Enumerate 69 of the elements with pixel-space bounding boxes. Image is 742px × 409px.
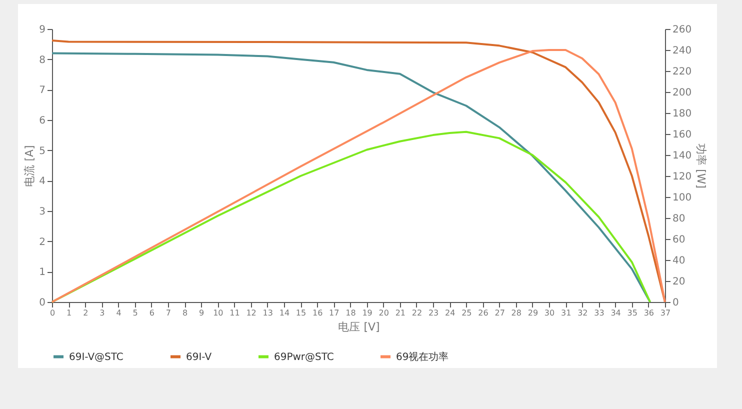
legend-label: 69视在功率: [396, 350, 449, 363]
x-tick-label: 17: [329, 308, 340, 318]
x-tick-label: 21: [395, 308, 406, 318]
x-tick-label: 18: [346, 308, 356, 318]
y-tick-label: 8: [39, 54, 46, 66]
x-tick-label: 15: [296, 308, 306, 318]
y2-tick-label: 120: [672, 172, 692, 182]
x-tick-label: 19: [362, 308, 372, 318]
legend-label: 69I-V@STC: [69, 352, 124, 363]
x-tick-label: 9: [199, 308, 204, 318]
y2-tick-label: 200: [672, 88, 692, 98]
x-tick-label: 3: [100, 308, 105, 318]
legend-label: 69Pwr@STC: [274, 352, 334, 363]
y2-tick-label: 40: [672, 256, 686, 266]
y-tick-label: 1: [39, 267, 46, 278]
y2-tick-label: 60: [672, 234, 686, 246]
x-tick-label: 25: [462, 308, 472, 318]
y-tick-label: 6: [39, 116, 46, 126]
y-tick-label: 3: [39, 206, 46, 218]
y2-tick-label: 220: [672, 66, 692, 78]
x-tick-label: 4: [116, 308, 122, 318]
y2-tick-label: 240: [672, 46, 692, 56]
x-tick-label: 13: [262, 308, 273, 318]
x-tick-label: 11: [230, 308, 240, 318]
y2-tick-label: 140: [672, 150, 692, 162]
y-tick-label: 4: [39, 176, 46, 188]
y-tick-label: 0: [39, 298, 46, 308]
x-tick-label: 26: [478, 308, 488, 318]
x-tick-label: 32: [578, 308, 588, 318]
x-tick-label: 10: [213, 308, 224, 318]
x-tick-label: 35: [627, 308, 638, 318]
y2-tick-label: 260: [672, 24, 692, 36]
y2-tick-label: 80: [672, 214, 686, 224]
x-tick-label: 5: [132, 308, 138, 318]
y-axis-title: 电流 [A]: [23, 145, 36, 187]
x-tick-label: 36: [644, 308, 654, 318]
x-tick-label: 2: [83, 308, 88, 318]
x-tick-label: 16: [312, 308, 323, 318]
y-tick-label: 9: [39, 24, 46, 36]
x-tick-label: 20: [378, 308, 389, 318]
x-tick-label: 30: [544, 308, 555, 318]
y2-tick-label: 160: [672, 130, 692, 140]
x-tick-label: 28: [511, 308, 522, 318]
x-tick-label: 33: [594, 308, 604, 318]
y2-tick-label: 180: [672, 108, 692, 120]
x-tick-label: 8: [182, 308, 188, 318]
x-tick-label: 0: [50, 308, 56, 318]
x-tick-label: 31: [561, 308, 572, 318]
x-tick-label: 23: [428, 308, 439, 318]
x-tick-label: 6: [149, 308, 154, 318]
y-tick-label: 2: [39, 236, 46, 248]
x-tick-label: 24: [445, 308, 456, 318]
y2-tick-label: 100: [672, 192, 692, 204]
x-tick-label: 22: [412, 308, 422, 318]
y2-tick-label: 20: [672, 276, 686, 288]
x-tick-label: 12: [246, 308, 256, 318]
x-axis-title: 电压 [V]: [338, 320, 380, 334]
x-tick-label: 1: [66, 308, 72, 318]
x-tick-label: 29: [528, 308, 538, 318]
x-tick-label: 7: [166, 308, 172, 318]
y2-axis-title: 功率 [W]: [694, 144, 708, 188]
y2-tick-label: 0: [672, 298, 679, 308]
x-tick-label: 34: [610, 308, 621, 318]
y-tick-label: 7: [39, 85, 46, 96]
x-tick-label: 37: [660, 308, 671, 318]
x-tick-label: 27: [494, 308, 505, 318]
y-tick-label: 5: [39, 146, 46, 157]
x-tick-label: 14: [279, 308, 290, 318]
legend-label: 69I-V: [186, 352, 212, 363]
